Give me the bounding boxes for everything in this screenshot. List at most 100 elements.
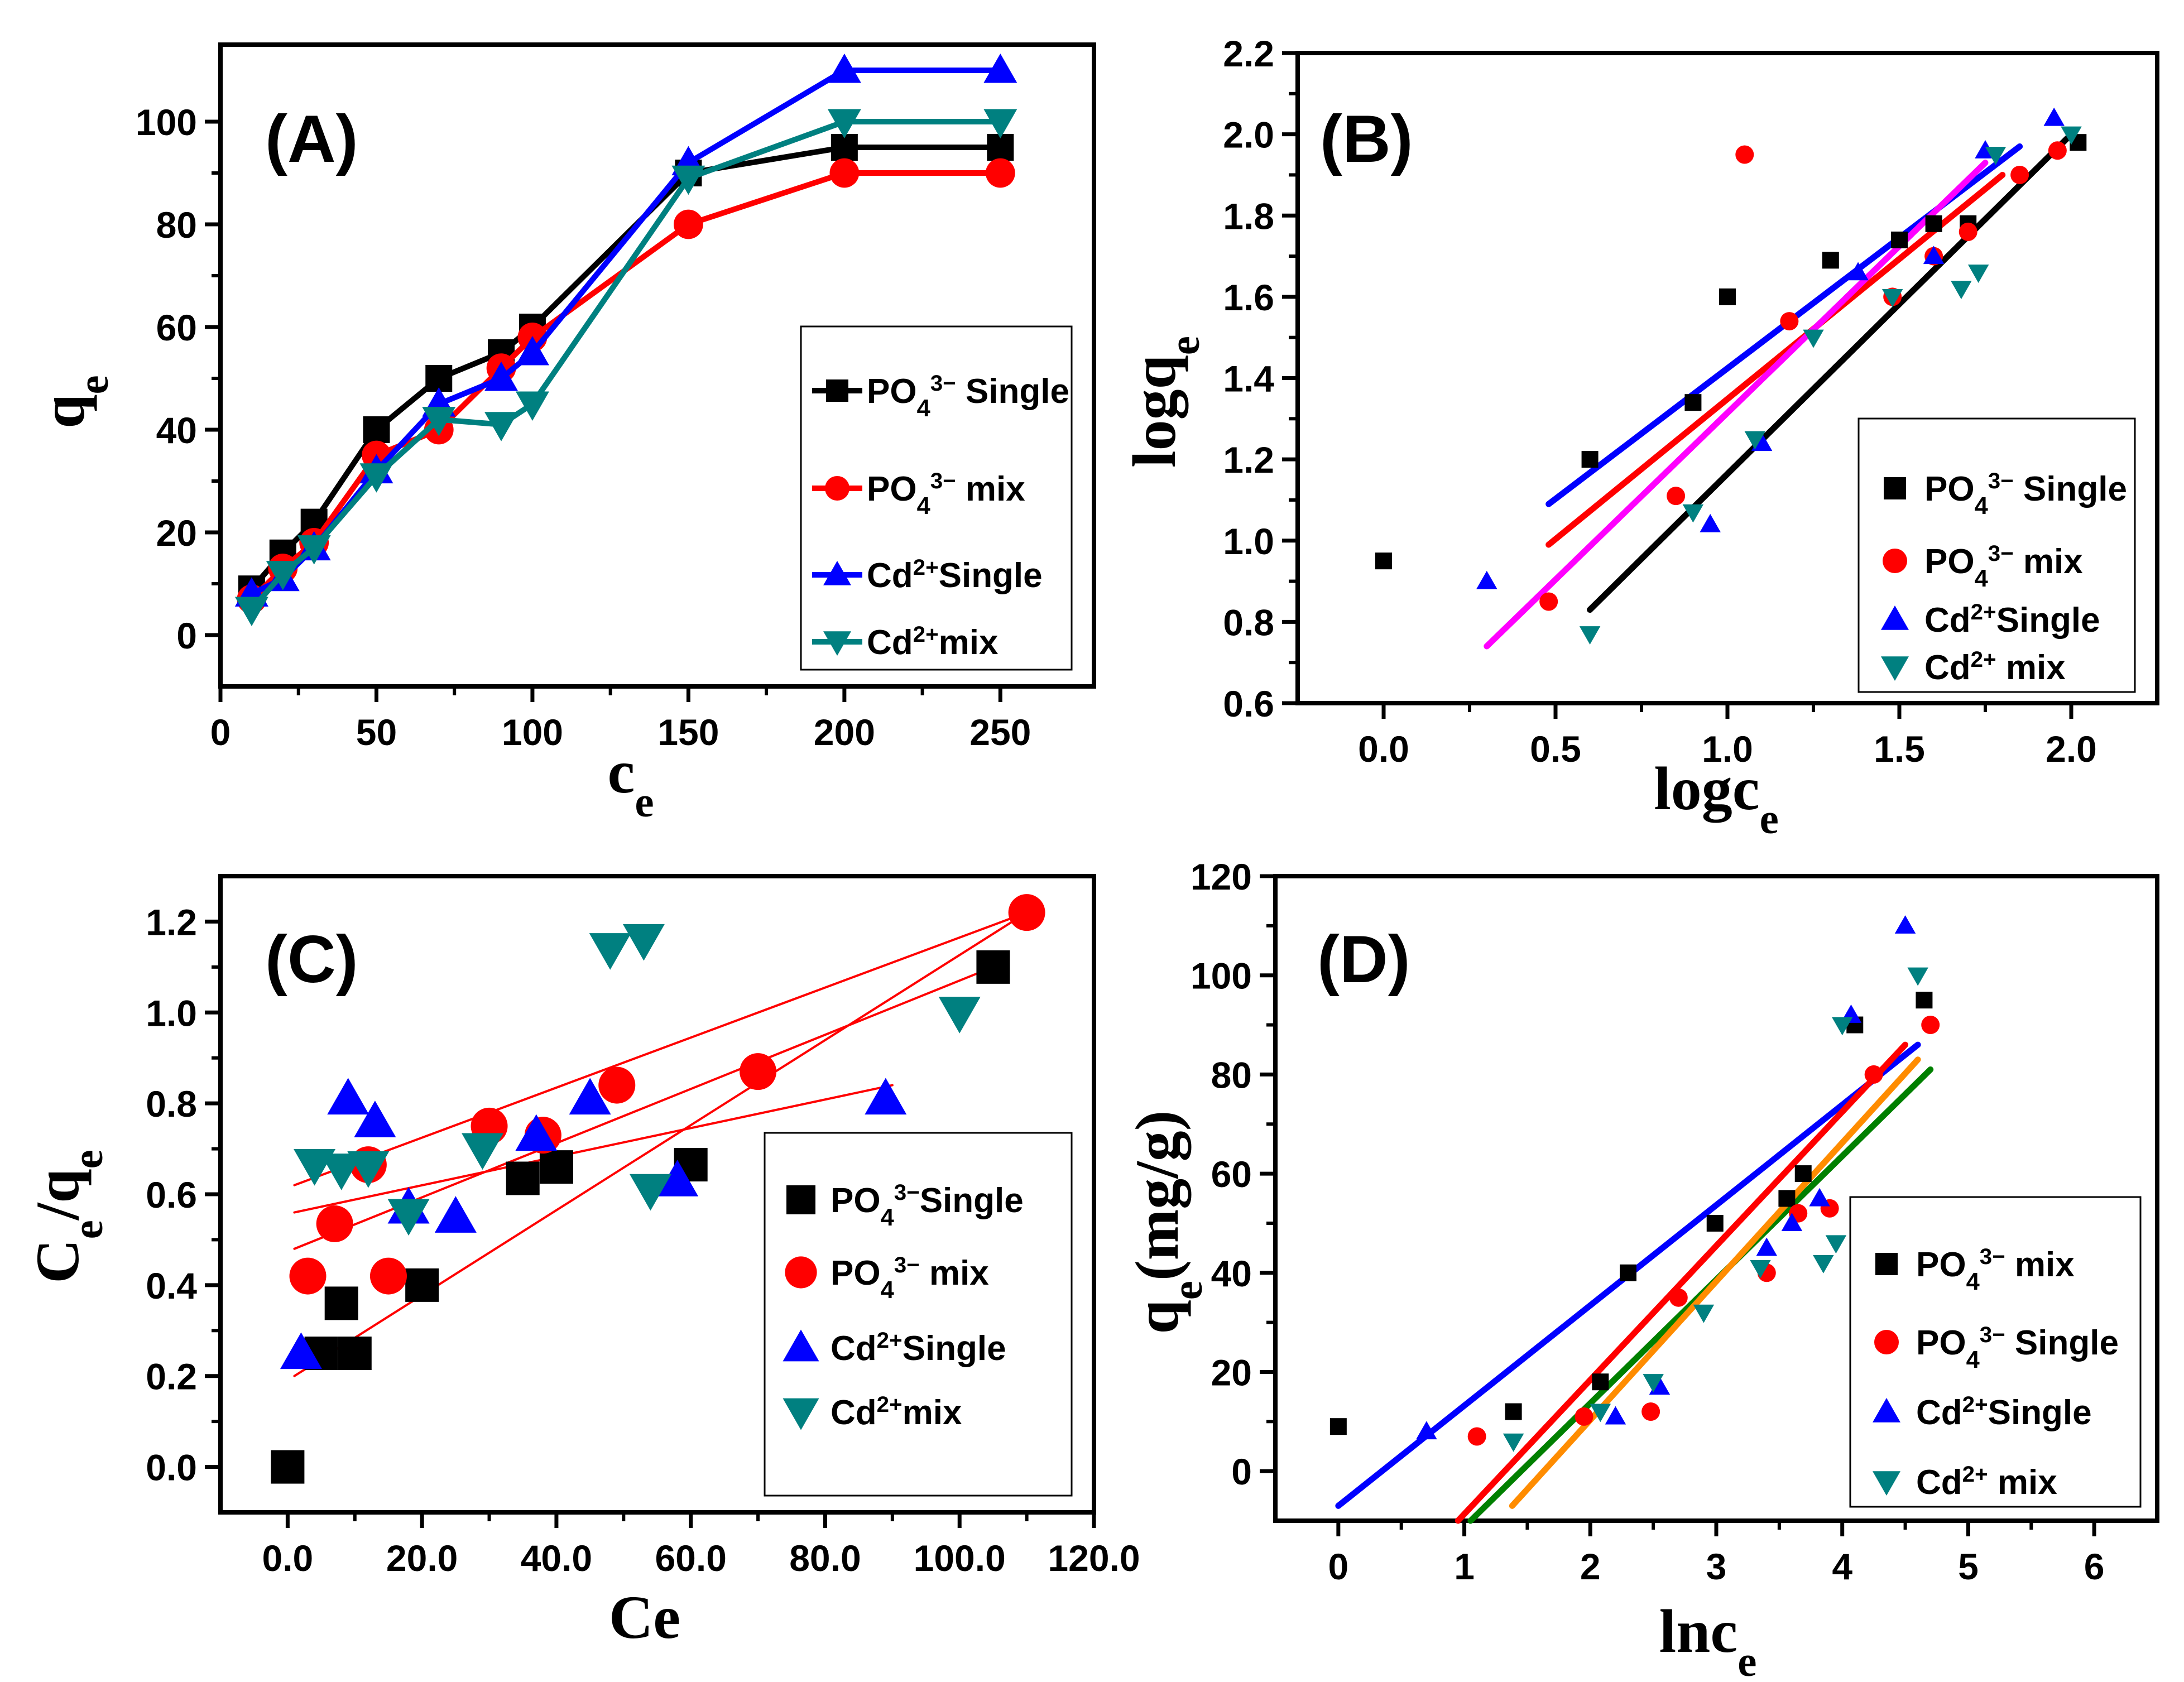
legend-marker (826, 379, 848, 402)
y-tick-label: 60 (156, 307, 197, 348)
legend-marker (825, 476, 849, 501)
y-axis-label: logqe (1120, 336, 1208, 468)
data-point (1809, 1188, 1830, 1207)
data-point (484, 362, 519, 391)
legend-label: PO43− mix (831, 1252, 989, 1304)
y-tick-label: 2.2 (1223, 33, 1274, 74)
legend-marker (823, 561, 851, 585)
legend-label: PO43− mix (867, 468, 1025, 520)
x-axis-label: ce (607, 738, 654, 826)
data-point (827, 109, 861, 138)
panel-label: (B) (1320, 102, 1413, 176)
data-point (266, 561, 300, 590)
y-axis-label: qe (29, 375, 117, 428)
data-point (938, 997, 981, 1034)
data-point (2043, 107, 2065, 126)
legend-label: Cd2+ mix (1924, 647, 2066, 688)
data-point (1891, 231, 1908, 248)
panel-b: 0.0 0.5 1.0 1.5 2.0 0.6 0.8 1.0 1.2 1.4 1.6 1.8 2.0 2… (1120, 33, 2159, 843)
y-tick-label: 1.2 (146, 901, 197, 943)
legend-marker (783, 1398, 819, 1430)
x-tick-label: 5 (1958, 1546, 1979, 1587)
data-point (1579, 626, 1601, 645)
data-point (1847, 262, 1869, 281)
data-point (1590, 1404, 1611, 1423)
y-tick-label: 20 (156, 512, 197, 554)
legend-marker (786, 1185, 815, 1214)
data-point (1959, 222, 1977, 241)
data-point (327, 1078, 369, 1115)
data-point (827, 54, 861, 83)
data-point (1813, 1255, 1834, 1273)
legend-marker (785, 1256, 817, 1289)
data-point (1693, 1304, 1715, 1323)
data-point (515, 1114, 558, 1151)
data-point (1881, 289, 1903, 307)
data-point (1329, 1418, 1347, 1435)
data-point (1575, 1407, 1593, 1426)
legend-marker (1873, 1398, 1900, 1423)
data-point (1967, 265, 1989, 283)
x-tick-label: 200 (814, 712, 875, 753)
legend-label: PO43−Single (831, 1180, 1024, 1232)
y-tick-label: 60 (1211, 1154, 1252, 1195)
legend-marker (1884, 477, 1906, 499)
x-tick-label: 40.0 (521, 1537, 592, 1579)
data-point (515, 391, 549, 421)
data-point (1985, 146, 2007, 165)
data-point (1803, 329, 1824, 348)
legend-marker (823, 631, 851, 656)
y-tick-label: 0.6 (146, 1174, 197, 1215)
data-point (297, 535, 331, 565)
legend-label: Cd2+Single (867, 555, 1043, 595)
series-line (249, 145, 1001, 591)
x-tick-label: 100.0 (914, 1537, 1006, 1579)
data-point (740, 1053, 777, 1090)
data-point (434, 1196, 477, 1233)
x-tick-label: 1 (1454, 1546, 1475, 1587)
data-point (1781, 1213, 1803, 1231)
x-tick-label: 20.0 (386, 1537, 458, 1579)
data-point (1667, 487, 1686, 506)
y-tick-label: 100 (1191, 955, 1252, 997)
panel-a: 0 50 100 150 200 250 0 20 40 60 80 100 ce qe (A) PO43− … (29, 42, 1096, 826)
data-point (983, 109, 1017, 138)
legend-box (764, 1132, 1073, 1497)
data-point (1605, 1406, 1626, 1425)
y-tick-label: 0.8 (1223, 602, 1274, 643)
y-tick-label: 0.2 (146, 1356, 197, 1397)
x-tick-label: 150 (657, 712, 719, 753)
x-tick-label: 3 (1706, 1546, 1727, 1587)
legend-label: PO43− Single (1924, 468, 2127, 520)
legend-label: Cd2+Single (1924, 599, 2100, 640)
y-tick-label: 100 (136, 102, 197, 143)
data-point (1951, 281, 1972, 300)
data-point (462, 1133, 503, 1170)
data-point (569, 1078, 611, 1115)
x-tick-label: 120.0 (1048, 1537, 1140, 1579)
data-point (1375, 552, 1392, 570)
data-point (1008, 894, 1045, 931)
data-point (1925, 215, 1942, 232)
data-point (1894, 915, 1916, 934)
x-tick-label: 1.5 (1874, 728, 1925, 770)
data-point (1864, 1065, 1883, 1084)
legend-marker (1881, 656, 1909, 681)
data-point (1581, 451, 1599, 468)
data-point (506, 1161, 540, 1195)
data-point (983, 54, 1017, 83)
fit-line (1545, 171, 2006, 548)
fit-line (293, 1084, 894, 1214)
x-tick-label: 6 (2084, 1546, 2105, 1587)
legend-label: PO43− Single (867, 371, 1069, 422)
panel-label: (A) (265, 102, 358, 176)
x-axis-label: lnce (1659, 1597, 1757, 1682)
data-point (539, 1150, 573, 1184)
data-point (324, 1286, 358, 1320)
y-tick-label: 1.0 (146, 992, 197, 1034)
data-point (1719, 288, 1736, 305)
data-point (1778, 1190, 1796, 1207)
data-point (1539, 592, 1558, 611)
y-tick-label: 20 (1211, 1352, 1252, 1393)
panel-label: (C) (265, 922, 358, 997)
